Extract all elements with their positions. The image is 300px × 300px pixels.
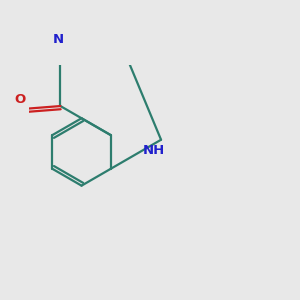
- Text: N: N: [52, 33, 64, 46]
- Text: NH: NH: [143, 144, 165, 158]
- Text: O: O: [14, 93, 26, 106]
